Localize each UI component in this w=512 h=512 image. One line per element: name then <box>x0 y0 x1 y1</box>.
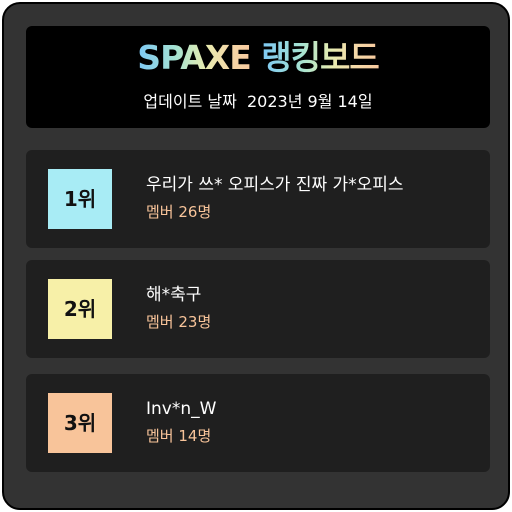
title-text: 랭킹보드 <box>261 38 379 77</box>
update-date: 업데이트 날짜 2023년 9월 14일 <box>26 92 490 112</box>
rank-badge: 2위 <box>48 279 112 339</box>
team-name: Inv*n_W <box>146 399 217 419</box>
rank-badge: 3위 <box>48 393 112 453</box>
update-value: 2023년 9월 14일 <box>246 92 373 111</box>
rank-badge: 1위 <box>48 169 112 229</box>
board-title: SPAXE 랭킹보드 <box>26 38 490 78</box>
ranking-card-2[interactable]: 2위 해*축구 멤버 23명 <box>26 260 490 358</box>
board-header: SPAXE 랭킹보드 업데이트 날짜 2023년 9월 14일 <box>26 26 490 128</box>
team-name: 우리가 쓰* 오피스가 진짜 가*오피스 <box>146 175 404 195</box>
ranking-card-1[interactable]: 1위 우리가 쓰* 오피스가 진짜 가*오피스 멤버 26명 <box>26 150 490 248</box>
member-count: 멤버 23명 <box>146 313 212 331</box>
title-brand: SPAXE <box>137 38 251 77</box>
update-label: 업데이트 날짜 <box>143 92 237 111</box>
member-count: 멤버 26명 <box>146 203 212 221</box>
member-count: 멤버 14명 <box>146 427 212 445</box>
team-name: 해*축구 <box>146 285 202 305</box>
ranking-card-3[interactable]: 3위 Inv*n_W 멤버 14명 <box>26 374 490 472</box>
